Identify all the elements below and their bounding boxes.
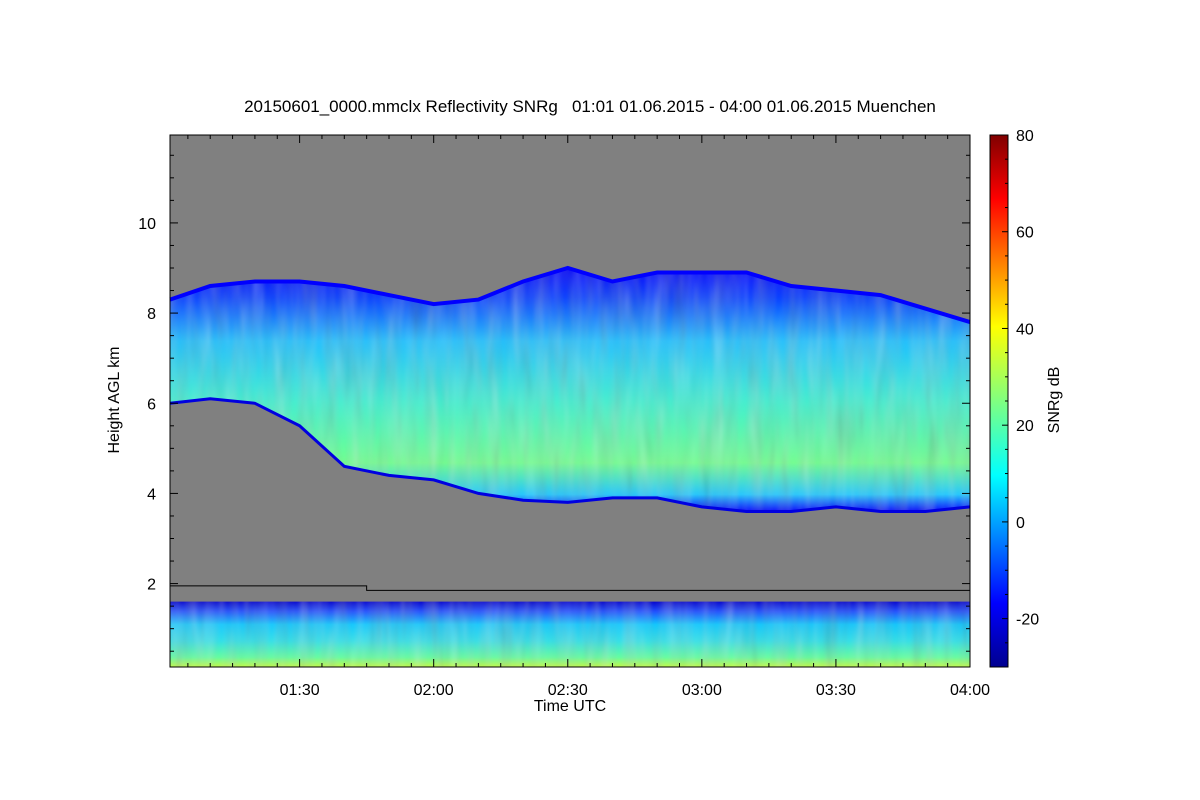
plot-area (169, 134, 971, 668)
x-axis-label: Time UTC (533, 698, 607, 715)
y-axis: 2 4 6 8 10 (138, 154, 970, 652)
colorbar-tick-label: 60 (1016, 225, 1034, 242)
upper-cloud-layer (169, 265, 971, 513)
y-tick-label: 10 (138, 216, 156, 233)
y-tick-label: 6 (147, 396, 156, 413)
plot-frame (169, 134, 971, 668)
boundary-layer-echo (170, 601, 970, 667)
chart-title: 20150601_0000.mmclx Reflectivity SNRg 01… (244, 97, 936, 116)
x-axis: 01:30 02:00 02:30 03:00 03:30 04:00 (187, 135, 990, 699)
cloud-base-edge (169, 397, 971, 513)
colorbar-tick-label: 0 (1016, 515, 1025, 532)
y-tick-label: 4 (147, 486, 156, 503)
x-tick-label: 01:30 (280, 682, 320, 699)
boundary-layer-top-line (170, 585, 970, 591)
y-tick-label: 2 (147, 577, 156, 594)
colorbar-ticks: -20 0 20 40 60 80 (1002, 128, 1039, 668)
boundary-layer-top (170, 585, 970, 591)
x-tick-label: 02:30 (548, 682, 588, 699)
colorbar-tick-label: -20 (1016, 612, 1039, 629)
x-tick-label: 03:30 (816, 682, 856, 699)
colorbar-tick-label: 20 (1016, 418, 1034, 435)
upper-cloud-texture (170, 268, 970, 512)
colorbar-tick-label: 80 (1016, 128, 1034, 145)
colorbar-tick-label: 40 (1016, 321, 1034, 338)
colorbar: -20 0 20 40 60 80 (989, 128, 1039, 668)
y-tick-label: 8 (147, 306, 156, 323)
boundary-layer-echo-texture (170, 601, 970, 667)
x-tick-label: 04:00 (950, 682, 990, 699)
x-tick-label: 02:00 (414, 682, 454, 699)
cloud-top-edge (169, 265, 971, 325)
x-tick-label: 03:00 (682, 682, 722, 699)
